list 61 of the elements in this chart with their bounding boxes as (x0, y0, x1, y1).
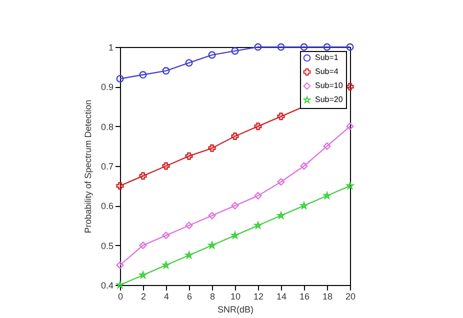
point (254, 122, 262, 130)
point (323, 192, 331, 199)
y-axis-title: Probability of Spectrum Detection (82, 100, 93, 234)
point (231, 132, 239, 140)
point (254, 43, 262, 51)
x-tick-label: 0 (118, 292, 124, 302)
x-tick-label: 2 (140, 292, 146, 302)
point (231, 202, 239, 210)
point (208, 212, 216, 220)
x-tick-label: 8 (210, 292, 216, 302)
point (139, 271, 147, 278)
x-tick-label: 6 (186, 292, 192, 302)
x-tick-label: 18 (322, 292, 333, 302)
point (277, 112, 285, 120)
point (116, 182, 124, 190)
point (208, 51, 216, 59)
y-tick-label: 0.7 (100, 162, 114, 172)
x-tick-label: 10 (230, 292, 241, 302)
point (185, 222, 193, 230)
y-tick-label: 1 (108, 42, 114, 52)
point (162, 67, 170, 75)
x-tick-label: 14 (276, 292, 287, 302)
y-tick-label: 0.6 (100, 201, 114, 212)
point (208, 144, 216, 152)
point (116, 281, 124, 288)
x-tick-label: 4 (164, 292, 170, 302)
point (139, 71, 147, 79)
x-tick-label: 20 (345, 292, 356, 302)
y-tick-label: 0.5 (100, 240, 114, 251)
legend-label: Sub=4 (315, 67, 339, 76)
point (277, 43, 285, 51)
point (323, 142, 331, 150)
legend-label: Sub=20 (315, 95, 344, 104)
x-tick-label: 12 (253, 292, 264, 302)
point (300, 202, 308, 209)
legend-label: Sub=10 (315, 81, 344, 90)
point (162, 162, 170, 170)
point (162, 261, 170, 268)
point (139, 172, 147, 180)
point (254, 192, 262, 200)
point (185, 251, 193, 258)
point (139, 242, 147, 250)
point (346, 82, 354, 90)
point (116, 261, 124, 269)
point (300, 162, 308, 170)
point (277, 178, 285, 186)
y-tick-label: 0.4 (100, 280, 114, 290)
legend-label: Sub=1 (315, 53, 339, 62)
point (323, 43, 331, 51)
x-axis-title: SNR(dB) (217, 304, 254, 314)
point (277, 212, 285, 219)
point (185, 59, 193, 67)
point (185, 152, 193, 160)
x-tick-label: 16 (299, 292, 310, 302)
point (254, 222, 262, 229)
point (231, 47, 239, 55)
point (300, 43, 308, 51)
y-tick-label: 0.9 (100, 82, 114, 92)
point (346, 122, 354, 130)
point (162, 232, 170, 240)
y-tick-label: 0.8 (100, 122, 114, 132)
